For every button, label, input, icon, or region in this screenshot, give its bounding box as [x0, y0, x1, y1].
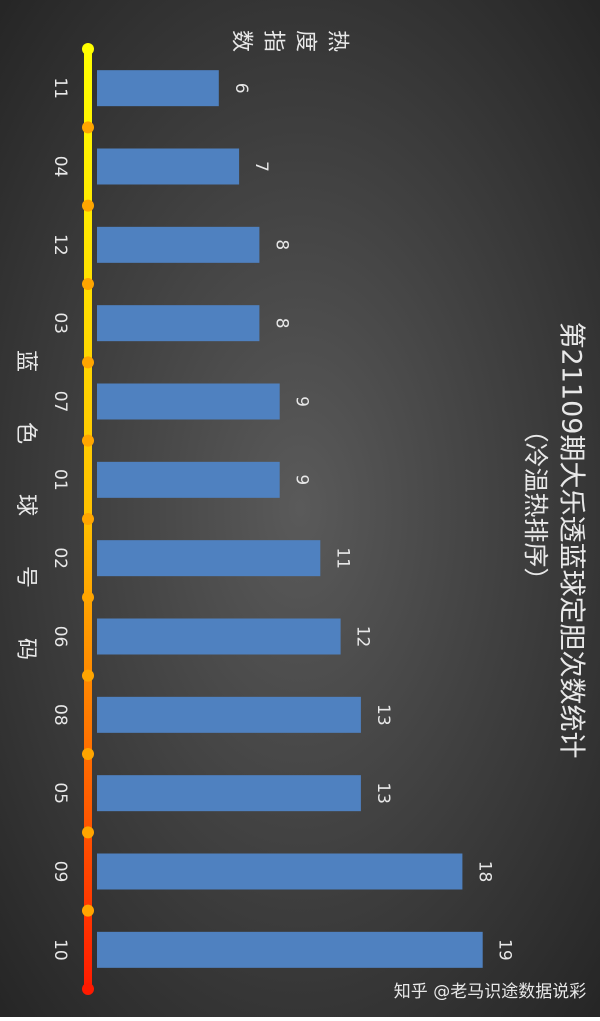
bar: [97, 226, 260, 263]
value-label: 9: [292, 396, 312, 407]
axis-dot: [82, 434, 94, 447]
category-label: 06: [50, 626, 70, 648]
value-label: 6: [231, 83, 251, 94]
category-label: 08: [50, 704, 70, 726]
bar: [97, 853, 463, 890]
bar: [97, 775, 361, 812]
y-axis-label: 热度指数: [222, 26, 350, 52]
category-label: 07: [50, 391, 70, 413]
bar: [97, 618, 341, 655]
watermark: 知乎 @老马识途数据说彩: [394, 982, 586, 1002]
bar: [97, 383, 280, 420]
bar: [97, 540, 321, 577]
axis-dot: [82, 591, 94, 604]
chart-title: 第21109期大乐透蓝球定胆次数统计: [556, 322, 587, 759]
category-label: 03: [50, 312, 70, 334]
axis-dot: [82, 278, 94, 290]
bar: [97, 461, 280, 498]
bar: [97, 931, 483, 968]
axis-dot: [82, 748, 94, 760]
value-label: 8: [271, 318, 291, 329]
category-label: 12: [50, 234, 70, 256]
category-label: 10: [50, 939, 70, 961]
bar: [97, 305, 260, 342]
axis-dot: [82, 983, 94, 995]
axis-dot: [82, 121, 94, 134]
bar: [97, 148, 240, 185]
axis-dot: [82, 904, 94, 917]
category-label: 01: [50, 469, 70, 491]
axis-dot: [82, 43, 94, 55]
category-label: 11: [50, 77, 70, 99]
axis-dot: [82, 199, 94, 212]
axis-dot: [82, 826, 94, 839]
x-axis-label: 蓝色球号码: [13, 350, 38, 710]
value-label: 8: [271, 239, 291, 250]
category-label: 09: [50, 861, 70, 883]
bar: [97, 696, 361, 733]
axis-dot: [82, 356, 94, 369]
value-label: 7: [251, 161, 271, 172]
value-label: 13: [373, 704, 393, 726]
axis-dot: [82, 513, 94, 525]
value-label: 19: [495, 939, 515, 961]
chart-subtitle: （冷温热排序）: [521, 417, 550, 592]
category-label: 04: [50, 156, 70, 178]
category-label: 05: [50, 782, 70, 804]
value-label: 12: [353, 626, 373, 648]
category-label: 02: [50, 547, 70, 569]
axis-dot: [82, 669, 94, 682]
value-label: 11: [332, 547, 352, 569]
value-label: 13: [373, 782, 393, 804]
bar: [97, 70, 219, 107]
value-label: 9: [292, 474, 312, 485]
value-label: 18: [474, 861, 494, 883]
